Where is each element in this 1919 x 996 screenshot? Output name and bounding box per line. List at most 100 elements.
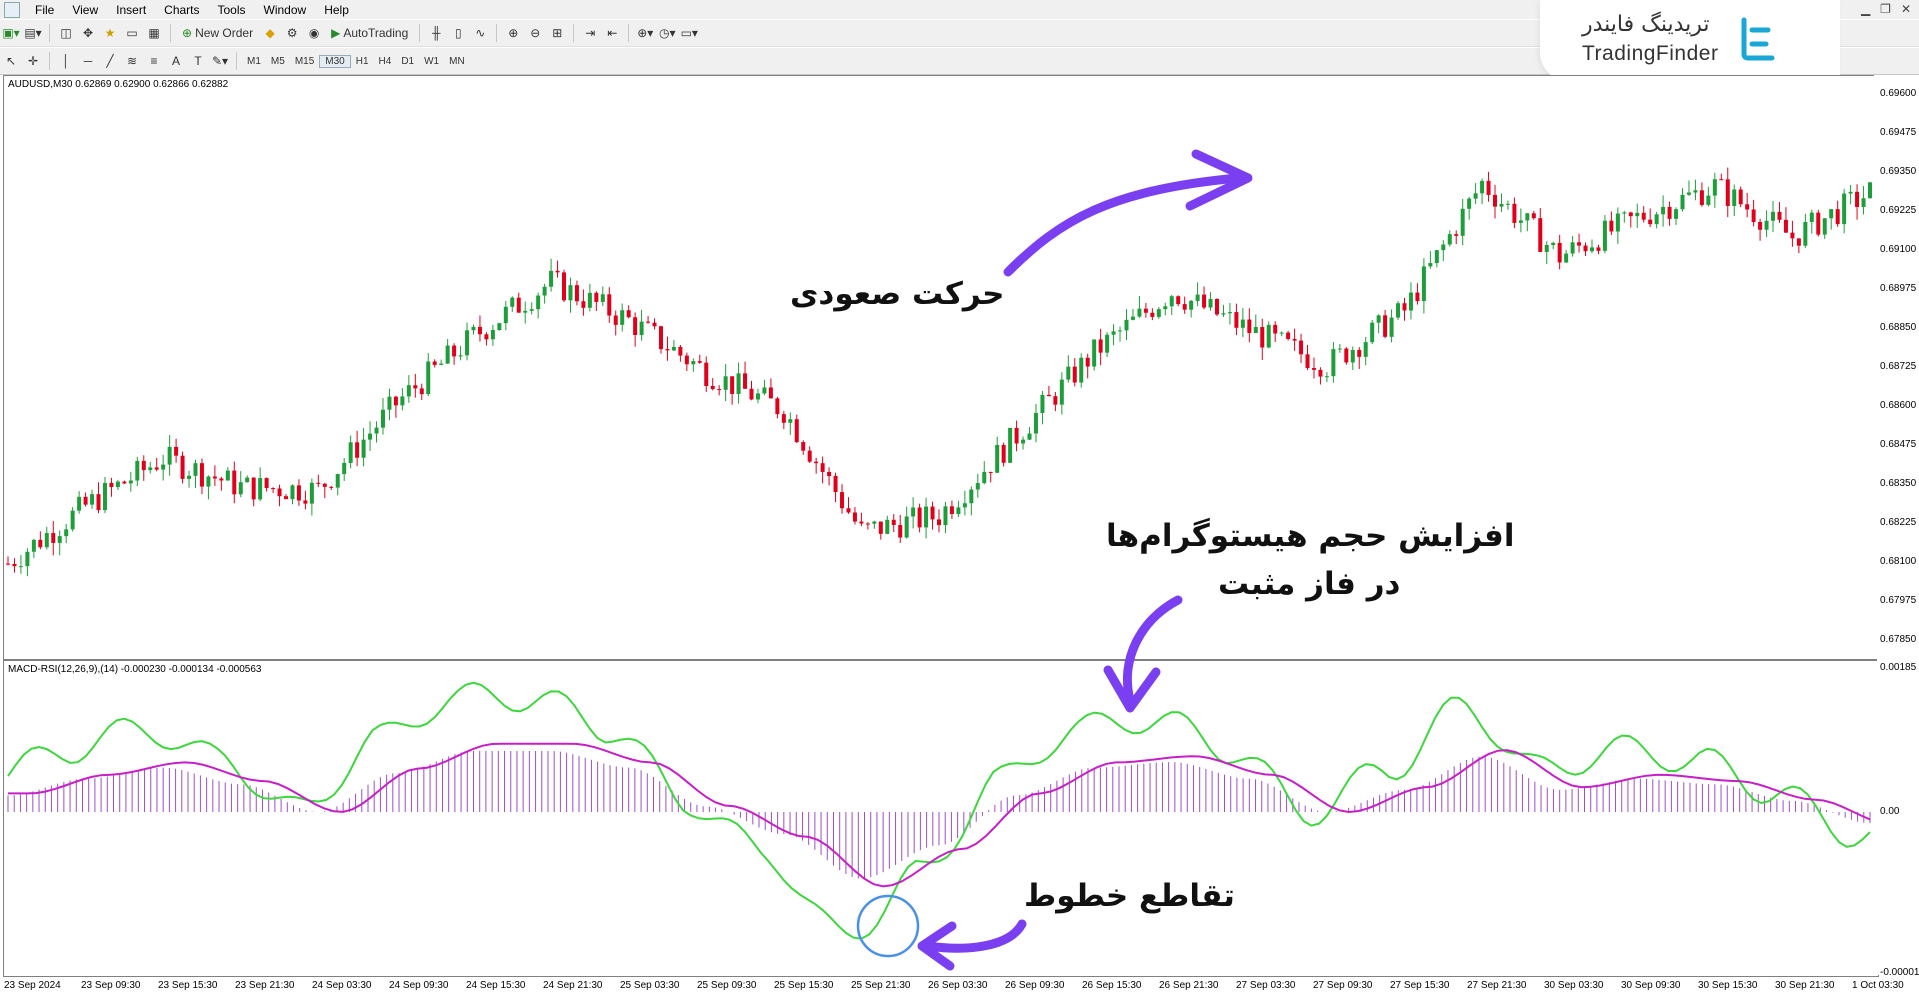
candle-body xyxy=(490,329,495,340)
timeframe-w1[interactable]: W1 xyxy=(424,55,440,67)
candle-body xyxy=(1674,209,1679,219)
candle-body xyxy=(83,496,88,505)
candle-body xyxy=(90,494,95,505)
text-label-icon[interactable]: T xyxy=(194,54,202,68)
price-tick: 0.68475 xyxy=(1880,439,1917,450)
trendline-icon[interactable]: ╱ xyxy=(106,54,114,68)
candle-body xyxy=(290,485,295,500)
menu-bar: File View Insert Charts Tools Window Hel… xyxy=(0,0,1919,19)
bar-chart-icon[interactable]: ╫ xyxy=(431,26,441,40)
candle-body xyxy=(840,492,845,509)
candle-body xyxy=(1299,340,1304,355)
crosshair-icon[interactable]: ✛ xyxy=(27,54,39,68)
periods-icon[interactable]: ◷▾ xyxy=(659,26,676,40)
candle-body xyxy=(762,387,767,394)
menu-help[interactable]: Help xyxy=(324,2,349,17)
new-order-button[interactable]: ⊕ New Order xyxy=(178,24,257,42)
timeframe-m15[interactable]: M15 xyxy=(294,55,315,67)
autoscroll-icon[interactable]: ⇤ xyxy=(607,26,618,40)
data-window-icon[interactable]: ✥ xyxy=(82,26,94,40)
candle-body xyxy=(975,483,980,490)
candle-body xyxy=(833,475,838,493)
timeframe-h4[interactable]: H4 xyxy=(378,55,392,67)
vertical-line-icon[interactable]: │ xyxy=(62,54,70,68)
options-icon[interactable]: ⚙ xyxy=(286,26,298,40)
zoom-out-icon[interactable]: ⊖ xyxy=(530,26,541,40)
candlestick-icon[interactable]: ▯ xyxy=(454,26,462,40)
candle-body xyxy=(1105,334,1110,353)
menu-file[interactable]: File xyxy=(35,2,55,17)
candle-body xyxy=(1021,439,1026,444)
chart-shift-icon[interactable]: ⇥ xyxy=(585,26,596,40)
candle-body xyxy=(1118,330,1123,332)
terminal-icon[interactable]: ▭ xyxy=(126,26,138,40)
candle-body xyxy=(1745,204,1750,210)
tile-windows-icon[interactable]: ⊞ xyxy=(552,26,563,40)
time-tick: 26 Sep 15:30 xyxy=(1082,980,1142,991)
time-tick: 27 Sep 21:30 xyxy=(1467,980,1527,991)
line-chart-icon[interactable]: ∿ xyxy=(475,26,486,40)
navigator-icon[interactable]: ★ xyxy=(104,26,116,40)
timeframe-mn[interactable]: MN xyxy=(449,55,465,67)
equidistant-channel-icon[interactable]: ≋ xyxy=(126,54,138,68)
time-tick: 1 Oct 03:30 xyxy=(1852,980,1904,991)
time-tick: 23 Sep 2024 xyxy=(4,980,61,991)
arrows-icon[interactable]: ✎▾ xyxy=(211,54,229,68)
new-chart-icon[interactable]: ▣▾ xyxy=(2,26,20,40)
candle-body xyxy=(154,467,159,470)
profiles-icon[interactable]: ▤▾ xyxy=(24,26,42,40)
candle-body xyxy=(503,306,508,324)
autotrading-button[interactable]: ▶ AutoTrading xyxy=(327,24,412,42)
candle-body xyxy=(1324,376,1329,378)
signals-icon[interactable]: ◉ xyxy=(308,26,320,40)
uptrend-annotation: حرکت صعودی xyxy=(790,276,1005,312)
price-tick: 0.68350 xyxy=(1880,478,1917,489)
timeframe-d1[interactable]: D1 xyxy=(401,55,415,67)
menu-window[interactable]: Window xyxy=(263,2,307,17)
zoom-in-icon[interactable]: ⊕ xyxy=(508,26,519,40)
timeframe-m1[interactable]: M1 xyxy=(247,55,261,67)
candle-body xyxy=(1758,221,1763,230)
text-icon[interactable]: A xyxy=(171,54,180,68)
candle-body xyxy=(1085,357,1090,367)
timeframe-m5[interactable]: M5 xyxy=(270,55,285,67)
timeframe-m30[interactable]: M30 xyxy=(319,54,351,68)
price-tick: 0.67975 xyxy=(1880,595,1917,606)
restore-icon[interactable]: ❐ xyxy=(1880,2,1891,16)
menu-view[interactable]: View xyxy=(72,2,99,17)
time-tick: 23 Sep 09:30 xyxy=(81,980,141,991)
candle-body xyxy=(1628,212,1633,217)
menu-insert[interactable]: Insert xyxy=(116,2,147,17)
candle-body xyxy=(342,462,347,475)
minimize-icon[interactable]: ▁ xyxy=(1860,2,1871,16)
candle-body xyxy=(1014,427,1019,444)
fibonacci-icon[interactable]: ≡ xyxy=(150,54,158,68)
candle-body xyxy=(1441,244,1446,251)
menu-charts[interactable]: Charts xyxy=(164,2,200,17)
candle-body xyxy=(1046,394,1051,397)
menu-tools[interactable]: Tools xyxy=(217,2,246,17)
candle-body xyxy=(1771,211,1776,221)
candle-body xyxy=(1467,198,1472,209)
market-watch-icon[interactable]: ◫ xyxy=(60,26,72,40)
close-icon[interactable]: ✕ xyxy=(1900,2,1911,16)
candle-body xyxy=(1318,369,1323,377)
candle-body xyxy=(1195,294,1200,301)
candle-body xyxy=(471,326,476,331)
metaeditor-icon[interactable]: ◆ xyxy=(265,26,275,40)
candle-body xyxy=(303,500,308,504)
candle-body xyxy=(1408,292,1413,311)
candle-body xyxy=(962,503,967,508)
candle-body xyxy=(484,334,489,340)
candle-body xyxy=(1596,247,1601,251)
cursor-icon[interactable]: ↖ xyxy=(5,54,17,68)
candle-body xyxy=(1822,218,1827,235)
candle-body xyxy=(296,485,301,501)
templates-icon[interactable]: ▭▾ xyxy=(680,26,698,40)
chart-window[interactable] xyxy=(3,75,1879,977)
timeframe-h1[interactable]: H1 xyxy=(355,55,369,67)
horizontal-line-icon[interactable]: ─ xyxy=(83,54,93,68)
candle-body xyxy=(1764,220,1769,230)
strategy-tester-icon[interactable]: ▦ xyxy=(148,26,160,40)
indicators-icon[interactable]: ⊕▾ xyxy=(637,26,654,40)
